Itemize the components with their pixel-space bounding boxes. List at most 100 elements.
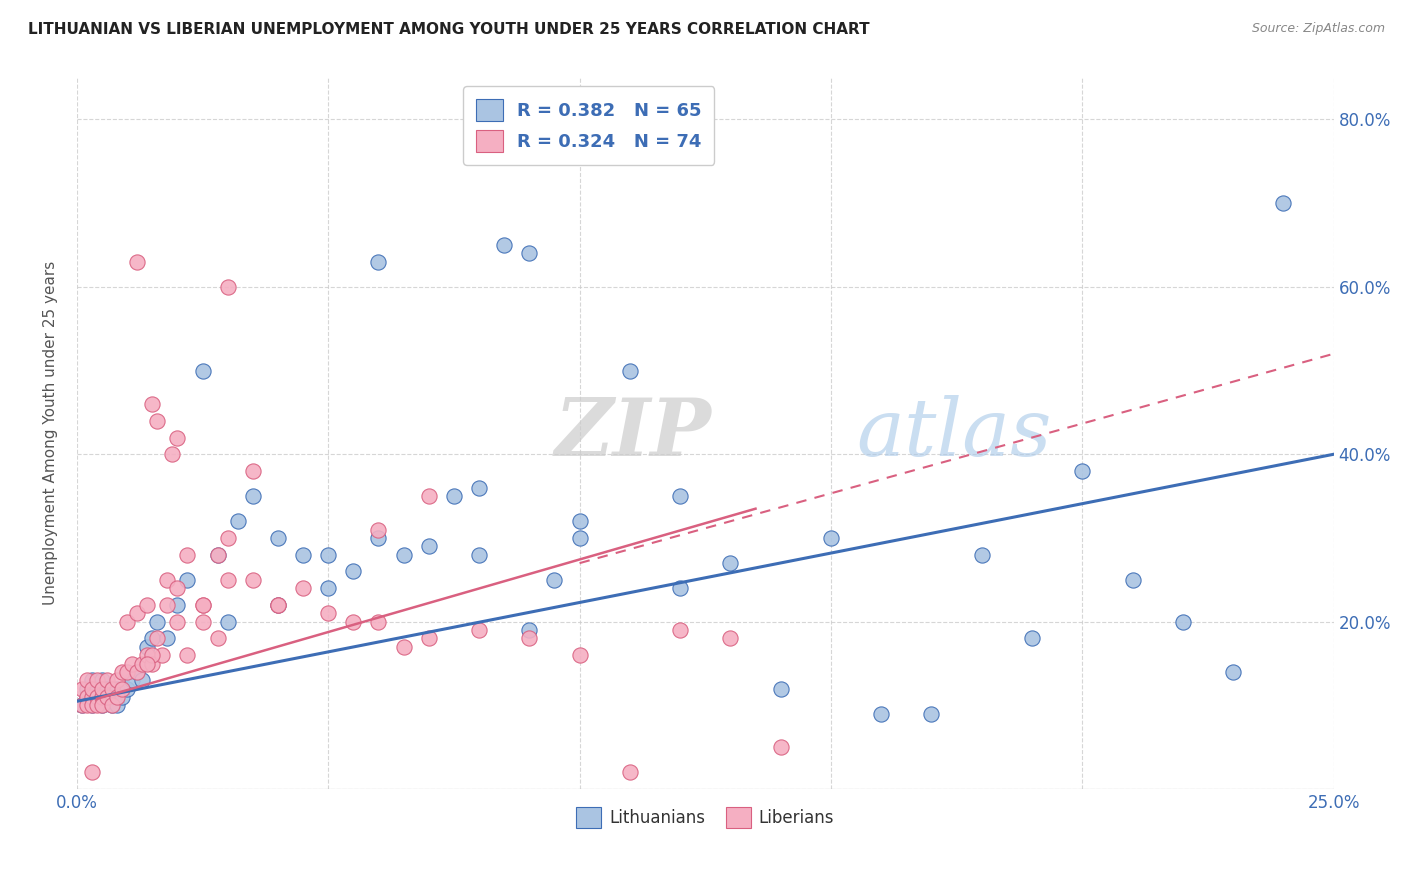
Point (217, 615, 239, 629)
Point (80, 698, 103, 713)
Point (392, 640, 415, 654)
Point (76, 673, 98, 688)
Point (111, 665, 134, 679)
Point (207, 548, 229, 562)
Point (166, 598, 188, 612)
Point (166, 581, 188, 595)
Point (292, 581, 315, 595)
Point (76, 690, 98, 705)
Point (150, 648, 173, 663)
Point (669, 581, 692, 595)
Point (367, 615, 389, 629)
Point (105, 681, 128, 696)
Point (131, 673, 153, 688)
Point (292, 548, 315, 562)
Point (468, 481, 491, 495)
Point (619, 363, 641, 377)
Point (418, 489, 440, 503)
Point (217, 573, 239, 587)
Point (105, 673, 128, 688)
Point (101, 681, 124, 696)
Point (111, 681, 134, 696)
Point (568, 648, 591, 663)
Point (166, 430, 188, 444)
Point (80, 673, 103, 688)
Point (96, 673, 118, 688)
Point (718, 556, 741, 570)
Point (96, 681, 118, 696)
Text: LITHUANIAN VS LIBERIAN UNEMPLOYMENT AMONG YOUTH UNDER 25 YEARS CORRELATION CHART: LITHUANIAN VS LIBERIAN UNEMPLOYMENT AMON… (28, 22, 870, 37)
Point (267, 598, 290, 612)
Point (76, 698, 98, 713)
Point (86, 681, 108, 696)
Point (115, 681, 138, 696)
Point (121, 673, 143, 688)
Text: ZIP: ZIP (554, 394, 711, 472)
Point (1021, 632, 1043, 646)
Point (242, 489, 264, 503)
Point (162, 447, 184, 461)
Text: atlas: atlas (856, 394, 1052, 472)
Point (517, 632, 540, 646)
Point (101, 698, 124, 713)
Point (96, 690, 118, 705)
Point (1222, 665, 1244, 679)
Text: Source: ZipAtlas.com: Source: ZipAtlas.com (1251, 22, 1385, 36)
Point (70, 698, 93, 713)
Legend: Lithuanians, Liberians: Lithuanians, Liberians (569, 801, 841, 834)
Point (217, 280, 239, 294)
Point (141, 657, 163, 671)
Point (80, 690, 103, 705)
Point (156, 598, 179, 612)
Point (86, 698, 108, 713)
Point (418, 540, 440, 554)
Point (769, 740, 792, 755)
Point (111, 690, 134, 705)
Point (392, 548, 415, 562)
Point (191, 615, 214, 629)
Point (105, 690, 128, 705)
Point (669, 489, 692, 503)
Point (342, 565, 364, 579)
Point (127, 665, 149, 679)
Point (96, 690, 118, 705)
Point (267, 598, 290, 612)
Point (146, 615, 169, 629)
Point (76, 690, 98, 705)
Point (769, 681, 792, 696)
Point (146, 414, 169, 428)
Point (101, 690, 124, 705)
Point (136, 657, 159, 671)
Point (267, 531, 290, 545)
Point (920, 706, 942, 721)
Point (91, 681, 114, 696)
Point (517, 246, 540, 260)
Point (91, 698, 114, 713)
Point (136, 640, 159, 654)
Point (80, 698, 103, 713)
Point (207, 632, 229, 646)
Point (619, 765, 641, 780)
Point (91, 673, 114, 688)
Point (121, 657, 143, 671)
Point (127, 665, 149, 679)
Point (141, 648, 163, 663)
Point (870, 706, 893, 721)
Point (176, 548, 198, 562)
Point (1171, 615, 1194, 629)
Point (141, 632, 163, 646)
Point (141, 397, 163, 411)
Point (136, 598, 159, 612)
Point (86, 690, 108, 705)
Point (543, 573, 565, 587)
Point (156, 573, 179, 587)
Point (669, 623, 692, 637)
Point (568, 531, 591, 545)
Point (820, 531, 842, 545)
Point (146, 632, 169, 646)
Point (418, 632, 440, 646)
Point (342, 615, 364, 629)
Point (115, 665, 138, 679)
Point (316, 607, 339, 621)
Point (207, 548, 229, 562)
